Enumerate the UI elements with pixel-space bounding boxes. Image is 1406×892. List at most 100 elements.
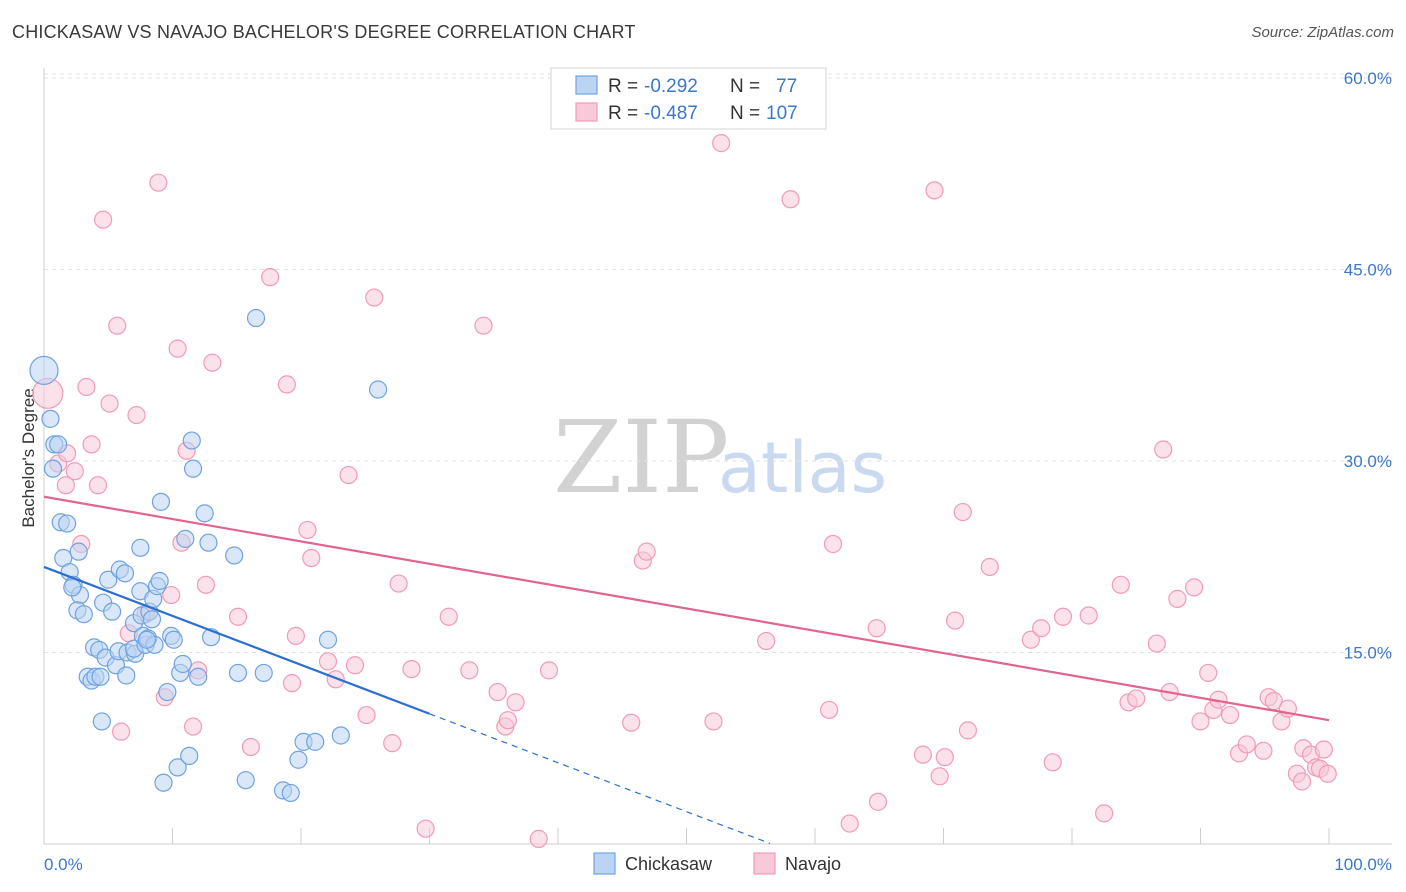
chickasaw-point xyxy=(91,667,110,686)
navajo-point xyxy=(757,631,776,651)
chickasaw-point xyxy=(195,504,214,523)
navajo-point xyxy=(980,557,999,577)
navajo-point xyxy=(339,465,358,485)
chickasaw-point xyxy=(289,750,308,769)
legend-r-value-1: -0.292 xyxy=(644,76,698,97)
navajo-point xyxy=(1127,689,1146,708)
bottom-legend-swatch-chickasaw xyxy=(593,852,616,875)
axes xyxy=(43,68,1392,845)
navajo-point xyxy=(1184,578,1204,597)
navajo-point xyxy=(127,405,146,425)
chickasaw-point xyxy=(29,355,59,385)
navajo-point xyxy=(622,713,641,732)
chickasaw-point xyxy=(99,570,118,589)
chickasaw-point xyxy=(150,571,169,591)
bottom-legend-chickasaw: Chickasaw xyxy=(625,854,713,874)
legend-r-label-2: R = xyxy=(608,103,638,124)
navajo-point xyxy=(840,814,859,833)
navajo-point xyxy=(88,476,108,495)
navajo-point xyxy=(1147,634,1166,653)
y-tick-label-15: 15.0% xyxy=(1344,644,1392,663)
navajo-point xyxy=(637,542,656,561)
chickasaw-trend-extension xyxy=(429,713,771,845)
chickasaw-point xyxy=(318,630,338,649)
bottom-legend: Chickasaw Navajo xyxy=(593,852,841,875)
chickasaw-trend-line xyxy=(43,565,430,715)
y-tick-label-60: 60.0% xyxy=(1344,69,1392,88)
chickasaw-point xyxy=(182,431,201,450)
navajo-point xyxy=(1168,589,1187,608)
chickasaw-point xyxy=(164,630,183,649)
chickasaw-point xyxy=(43,459,63,478)
navajo-point xyxy=(261,268,280,287)
chickasaw-point xyxy=(92,712,111,731)
legend-swatch-navajo xyxy=(575,102,598,122)
navajo-point xyxy=(286,626,305,646)
navajo-point xyxy=(1314,740,1333,759)
chickasaw-point xyxy=(142,610,162,629)
navajo-point xyxy=(365,288,384,307)
navajo-point xyxy=(1237,735,1256,754)
navajo-point xyxy=(111,722,131,741)
navajo-point xyxy=(781,190,800,209)
navajo-point xyxy=(402,659,421,679)
chickasaw-point xyxy=(180,746,199,766)
chickasaw-point xyxy=(58,514,77,533)
navajo-point xyxy=(389,574,408,593)
chickasaw-point xyxy=(236,771,255,790)
navajo-point xyxy=(65,462,84,481)
navajo-point xyxy=(823,534,843,554)
chickasaw-point xyxy=(189,667,208,686)
navajo-point xyxy=(539,661,559,680)
x-ticks xyxy=(43,828,1330,844)
navajo-point xyxy=(1318,764,1337,783)
navajo-point xyxy=(867,619,886,638)
chickasaw-point xyxy=(103,602,122,621)
navajo-point xyxy=(1095,804,1114,823)
navajo-point xyxy=(945,611,965,630)
navajo-point xyxy=(108,316,127,335)
navajo-point xyxy=(168,339,187,358)
navajo-point xyxy=(282,674,302,693)
navajo-point xyxy=(149,173,168,192)
navajo-point xyxy=(930,767,949,786)
chickasaw-point xyxy=(254,663,273,683)
legend: R = -0.292 N = 77 R = -0.487 N = 107 xyxy=(550,67,827,130)
chickasaw-point xyxy=(49,435,68,454)
legend-n-label-1: N = xyxy=(730,76,760,97)
navajo-point xyxy=(162,585,181,605)
navajo-point xyxy=(1053,607,1073,626)
navajo-point xyxy=(506,693,525,712)
legend-n-label-2: N = xyxy=(730,103,760,124)
chickasaw-point xyxy=(154,773,173,792)
chickasaw-point xyxy=(168,758,187,777)
legend-n-value-1: 77 xyxy=(776,76,797,97)
trend-lines xyxy=(43,495,1330,845)
watermark-atlas: atlas xyxy=(718,427,887,509)
chart-title: CHICKASAW VS NAVAJO BACHELOR'S DEGREE CO… xyxy=(12,22,636,42)
navajo-point xyxy=(100,394,119,413)
chickasaw-point xyxy=(183,459,203,478)
navajo-point xyxy=(277,375,296,394)
bottom-legend-navajo: Navajo xyxy=(785,854,841,874)
chickasaw-point xyxy=(41,409,60,428)
source-label: Source: ZipAtlas.com xyxy=(1251,24,1394,41)
chickasaw-point xyxy=(137,630,156,649)
chickasaw-point xyxy=(115,564,135,583)
navajo-point xyxy=(383,734,402,753)
navajo-point xyxy=(94,210,113,229)
chickasaw-point xyxy=(246,308,266,328)
navajo-point xyxy=(183,717,203,736)
navajo-point xyxy=(345,656,365,675)
navajo-point xyxy=(1111,575,1130,594)
chickasaw-point xyxy=(158,682,177,702)
x-tick-label-min: 0.0% xyxy=(44,855,83,874)
navajo-point xyxy=(82,435,101,454)
legend-r-value-2: -0.487 xyxy=(644,103,698,124)
navajo-point xyxy=(913,745,933,764)
navajo-point xyxy=(196,575,216,594)
navajo-point xyxy=(1154,440,1173,459)
navajo-point xyxy=(529,829,548,848)
navajo-point xyxy=(439,607,458,626)
